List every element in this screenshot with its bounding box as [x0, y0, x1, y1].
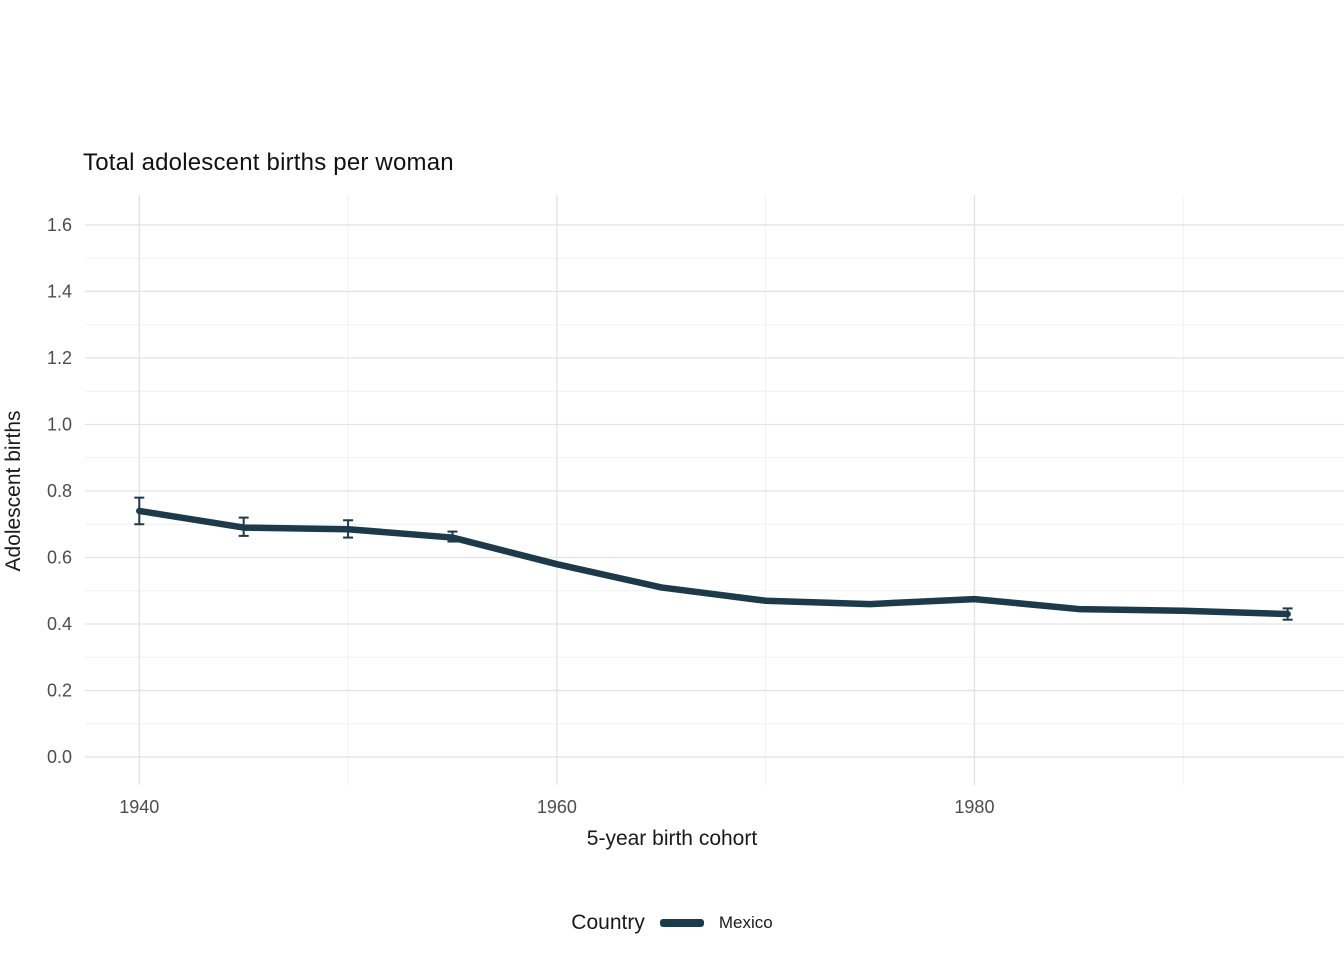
series-line-mexico — [136, 507, 1291, 618]
y-tick-label: 1.0 — [47, 414, 72, 434]
y-tick-label: 1.2 — [47, 348, 72, 368]
legend-label-mexico: Mexico — [718, 913, 773, 932]
y-tick-label: 0.0 — [47, 747, 72, 767]
legend: Country Mexico — [0, 901, 1344, 945]
y-tick-label: 0.6 — [47, 548, 72, 568]
x-tick-label: 1960 — [537, 797, 577, 817]
x-tick-labels: 1940 1960 1980 — [119, 797, 994, 817]
legend-line-swatch — [659, 919, 704, 927]
y-tick-label: 0.8 — [47, 481, 72, 501]
gridlines-minor — [85, 195, 1344, 785]
y-tick-label: 0.4 — [47, 614, 72, 634]
gridlines-major — [85, 195, 1344, 785]
y-tick-label: 0.2 — [47, 681, 72, 701]
x-tick-label: 1940 — [119, 797, 159, 817]
y-tick-label: 1.4 — [47, 281, 72, 301]
legend-title: Country — [571, 911, 645, 934]
y-tick-label: 1.6 — [47, 215, 72, 235]
x-tick-label: 1980 — [954, 797, 994, 817]
x-axis-title: 5-year birth cohort — [586, 827, 758, 850]
error-bars — [134, 496, 1293, 621]
y-tick-labels: 0.0 0.2 0.4 0.6 0.8 1.0 1.2 1.4 1.6 — [47, 215, 72, 767]
chart-title: Total adolescent births per woman — [83, 149, 454, 176]
